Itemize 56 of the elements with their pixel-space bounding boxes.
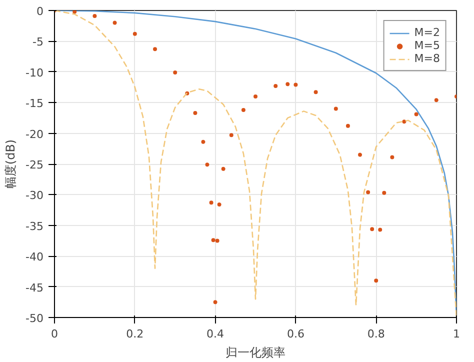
point [390,155,394,160]
legend-label: M=8 [414,52,440,65]
legend-label: M=5 [414,39,440,52]
point [205,162,210,167]
y-tick-label: -10 [26,66,44,80]
point [132,32,137,36]
point [229,133,234,138]
point [334,106,338,111]
point [374,278,378,283]
y-tick-label: -30 [26,189,44,202]
point [402,120,406,124]
x-tick-label: 1 [453,328,460,340]
x-axis-title: 归一化频率 [226,346,286,360]
x-tick-label: 0.8 [367,328,385,340]
y-tick-label: -40 [26,250,44,264]
point [370,227,374,232]
point [72,10,77,14]
point [358,152,362,157]
point [378,228,382,232]
y-tick-label: -5 [32,36,44,49]
point [382,190,386,195]
point [215,238,220,243]
y-tick-label: -50 [26,312,44,325]
point [201,140,206,144]
point [414,112,418,116]
x-tick-label: 0.4 [206,328,224,340]
y-tick-label: -25 [26,158,44,172]
y-tick-label: 0 [36,5,44,18]
point [213,300,218,304]
point [92,14,97,18]
point [221,166,226,171]
point [241,108,246,112]
point [314,90,318,94]
y-axis-title: 幅度(dB) [4,139,18,189]
y-tick-label: -45 [26,281,44,294]
y-tick-label: -20 [26,128,44,141]
point [112,20,117,25]
point [346,124,350,128]
x-tick-label: 0.6 [286,328,304,340]
point [254,94,258,98]
point [434,98,438,102]
legend-label: M=2 [414,26,440,39]
point [286,82,290,86]
x-tick-label: 0.2 [126,328,144,340]
point [211,238,216,242]
x-tick-label: 0 [51,328,58,340]
point [294,82,298,87]
point [274,84,278,88]
point [173,70,178,75]
point [366,190,370,194]
point [153,47,157,52]
y-tick-label: -15 [26,97,44,110]
point [209,200,214,205]
y-tick-label: -35 [26,220,44,233]
point [217,202,222,207]
point [193,111,198,116]
